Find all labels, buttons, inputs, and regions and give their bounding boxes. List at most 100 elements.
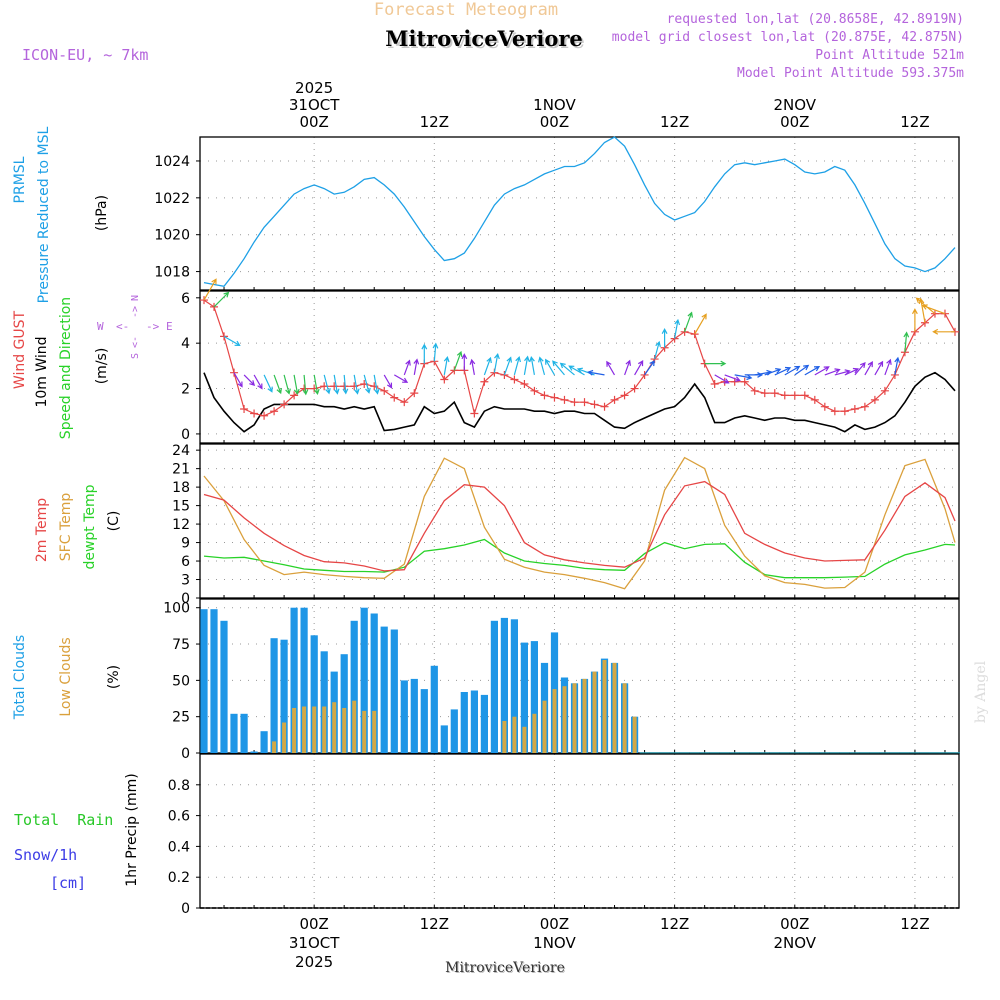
footer-location: MitroviceVeriore	[445, 960, 565, 976]
wind-direction-arrow	[383, 374, 393, 389]
total-cloud-bar	[200, 609, 208, 753]
wind-direction-arrow	[774, 366, 792, 376]
wind-units: (m/s)	[94, 348, 110, 385]
total-cloud-bar	[520, 642, 528, 753]
low-cloud-bar	[502, 721, 507, 753]
wind-direction-arrow	[784, 365, 801, 376]
snow-units-legend: [cm]	[50, 874, 86, 892]
bottom-time-label: 2025	[295, 953, 333, 971]
gust-marker	[710, 380, 719, 389]
y-tick-label: 25	[172, 710, 190, 726]
compass-south: S	[130, 353, 141, 359]
wind-direction-arrow	[911, 308, 918, 332]
total-cloud-bar	[510, 619, 518, 753]
pressure-label-line2: Pressure Reduced to MSL	[36, 126, 52, 303]
pressure-line	[203, 136, 956, 288]
top-time-label: 00Z	[299, 113, 328, 131]
y-tick-label: 0.4	[168, 839, 190, 855]
wind-direction-arrow	[523, 355, 530, 376]
y-tick-label: 3	[181, 573, 190, 589]
y-tick-label: 6	[181, 291, 190, 307]
y-tick-label: 0	[181, 746, 190, 762]
gust-marker	[440, 375, 449, 384]
rain-legend: Total Rain	[14, 811, 113, 829]
gust-marker	[480, 377, 489, 386]
total-cloud-bar	[380, 626, 388, 753]
top-time-label: 12Z	[660, 113, 689, 131]
gust-marker	[290, 391, 299, 400]
gust-marker	[680, 327, 689, 336]
location-title-shadow: MitroviceVeriore	[387, 28, 585, 53]
low-cloud-bar	[322, 706, 327, 753]
total-cloud-bar	[500, 617, 508, 753]
wind-direction-arrow	[503, 356, 512, 376]
bottom-time-label: 12Z	[420, 915, 449, 933]
total-cloud-bar	[390, 629, 398, 753]
y-tick-label: 18	[172, 480, 190, 496]
top-time-label: 12Z	[900, 113, 929, 131]
top-time-label: 00Z	[780, 113, 809, 131]
precip-panel: Total Rain Snow/1h [cm] 1hr Precip (mm) …	[14, 753, 960, 917]
bottom-time-label: 00Z	[540, 915, 569, 933]
wind-direction-arrow	[513, 356, 521, 376]
bottom-time-label: 1NOV	[533, 934, 576, 952]
wind-direction-arrow	[587, 369, 605, 376]
gust-marker	[830, 407, 839, 416]
low-cloud-bar	[622, 683, 627, 753]
wind-direction-arrow	[302, 374, 309, 396]
location-title: MitroviceVeriore	[385, 26, 583, 51]
wind-direction-arrow	[684, 311, 693, 333]
clouds-panel: Total Clouds Low Clouds (%) 0 25 50 75 100	[12, 598, 960, 762]
gust-marker	[580, 398, 589, 407]
gust-marker	[630, 384, 639, 393]
total-cloud-bar	[220, 620, 228, 753]
y-tick-label: 0	[181, 591, 190, 607]
model-altitude: Model Point Altitude 593.375m	[737, 66, 964, 81]
wind-gust-label: Wind GUST	[12, 310, 28, 389]
y-tick-label: 1020	[154, 228, 190, 244]
low-cloud-bar	[282, 722, 287, 753]
total-cloud-bar	[370, 613, 378, 753]
wind-direction-arrow	[493, 352, 500, 373]
total-cloud-bar	[350, 620, 358, 753]
requested-coords: requested lon,lat (20.8658E, 42.8919N)	[667, 12, 964, 27]
total-clouds-label: Total Clouds	[12, 635, 28, 720]
total-cloud-bar	[240, 713, 248, 753]
wind-direction-arrow	[233, 372, 243, 388]
total-cloud-bar	[290, 607, 298, 753]
top-time-label: 1NOV	[533, 96, 576, 114]
total-cloud-bar	[280, 639, 288, 753]
wind-panel: Wind GUST 10m Wind Speed and Direction (…	[12, 278, 960, 444]
y-tick-label: 0	[181, 427, 190, 443]
low-cloud-bar	[552, 689, 557, 753]
wind-direction-arrow	[644, 360, 655, 376]
low-cloud-bar	[312, 706, 317, 753]
gust-marker	[540, 391, 549, 400]
wind-direction-arrow	[313, 374, 320, 396]
wind-direction-arrow	[874, 360, 884, 376]
total-cloud-bar	[480, 694, 488, 753]
compass-west: W	[97, 320, 104, 333]
gust-marker	[780, 391, 789, 400]
bottom-time-label: 12Z	[900, 915, 929, 933]
wind-direction-arrow	[606, 360, 616, 376]
total-cloud-bar	[470, 690, 478, 753]
top-time-label: 31OCT	[289, 96, 340, 114]
total-cloud-bar	[400, 680, 408, 753]
wind-direction-arrow	[764, 368, 782, 376]
y-tick-label: 1018	[154, 265, 190, 281]
gust-marker	[620, 391, 629, 400]
gust-marker	[240, 404, 249, 413]
total-cloud-bar	[460, 692, 468, 753]
low-cloud-bar	[272, 741, 277, 753]
sfc-temp-label: SFC Temp	[58, 493, 74, 562]
low-cloud-bar	[352, 700, 357, 753]
wind-direction-arrow	[413, 358, 420, 376]
wind-direction-arrow	[469, 358, 476, 376]
gust-marker	[330, 382, 339, 391]
gust-marker	[570, 398, 579, 407]
total-cloud-bar	[210, 609, 218, 753]
wind-direction-arrow	[552, 360, 565, 376]
temp-units: (C)	[106, 511, 122, 532]
gust-marker	[880, 386, 889, 395]
